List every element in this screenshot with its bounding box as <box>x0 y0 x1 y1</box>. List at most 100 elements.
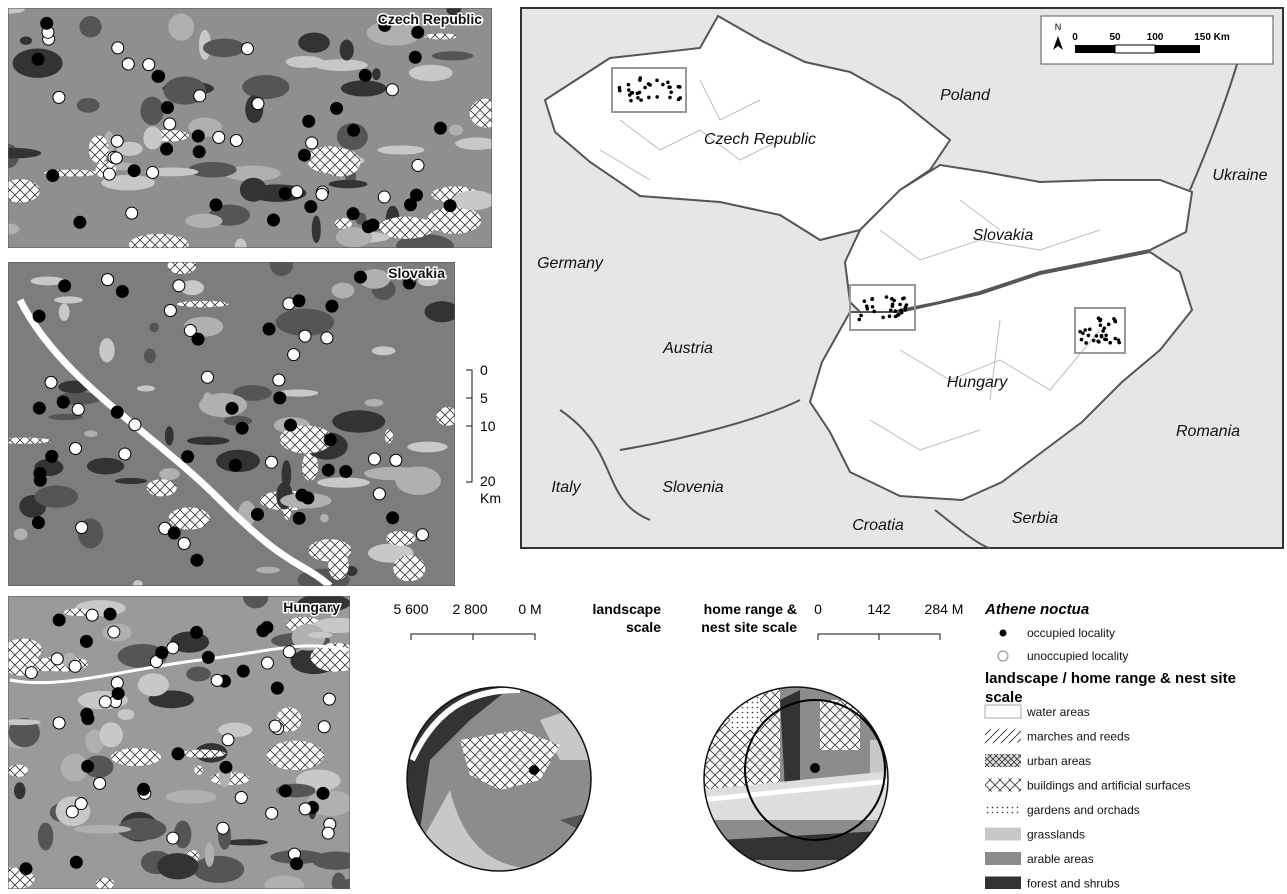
locality <box>161 143 173 155</box>
locality <box>70 856 82 868</box>
locality <box>373 488 385 500</box>
land-patch <box>2 719 41 725</box>
locality <box>359 69 371 81</box>
land-patch <box>235 239 247 255</box>
locality <box>241 43 253 55</box>
land-patch <box>453 190 495 210</box>
scale-title: scale <box>626 619 661 635</box>
land-patch <box>1 179 40 202</box>
legend-heading: scale <box>985 689 1023 706</box>
scale-tick: 142 <box>867 601 891 617</box>
scale-unit: Km <box>480 490 501 506</box>
land-patch <box>455 137 498 149</box>
locality-dot <box>1114 320 1118 324</box>
locality-dot <box>647 96 651 100</box>
land-patch <box>168 13 194 40</box>
locality <box>322 827 334 839</box>
land-patch <box>87 458 125 475</box>
land-patch <box>240 178 267 202</box>
locality-dot <box>666 80 670 84</box>
locality-dot <box>1097 340 1101 344</box>
land-patch <box>409 65 453 81</box>
locality <box>213 131 225 143</box>
locality <box>387 512 399 524</box>
locality <box>147 167 159 179</box>
locality-dot <box>628 93 632 97</box>
country-label: Ukraine <box>1212 167 1267 184</box>
land-patch <box>8 765 28 777</box>
locality-dot <box>898 303 902 307</box>
locality-dot <box>627 83 631 87</box>
land-patch <box>77 98 100 113</box>
legend-label: water areas <box>1026 705 1090 719</box>
land-patch <box>89 136 109 164</box>
locality-dot <box>892 299 896 303</box>
locality <box>279 785 291 797</box>
locality <box>291 858 303 870</box>
land-patch <box>137 385 155 391</box>
locality <box>32 53 44 65</box>
scale-title: home range & <box>704 601 797 617</box>
locality <box>51 653 63 665</box>
legend-label: marches and reeds <box>1027 730 1130 744</box>
locality <box>261 621 273 633</box>
land-patch <box>425 301 460 322</box>
locality <box>104 608 116 620</box>
locality <box>316 188 328 200</box>
locality-dot <box>894 309 898 313</box>
locality <box>112 42 124 54</box>
land-patch <box>332 410 385 432</box>
locality <box>354 271 366 283</box>
land-patch <box>341 80 387 96</box>
locality-dot <box>881 316 885 320</box>
locality <box>318 721 330 733</box>
locality <box>152 70 164 82</box>
locality <box>378 191 390 203</box>
locality <box>33 402 45 414</box>
locality-dot <box>1103 337 1107 341</box>
legend-swatch <box>985 779 1021 792</box>
locality <box>53 91 65 103</box>
locality <box>47 170 59 182</box>
locality <box>32 517 44 529</box>
legend-swatch <box>985 803 1021 816</box>
locality <box>210 199 222 211</box>
locality <box>111 135 123 147</box>
country-label: Italy <box>551 479 581 496</box>
land-patch <box>267 741 324 770</box>
locality-dot <box>655 79 659 83</box>
locality <box>235 792 247 804</box>
legend-label: arable areas <box>1027 852 1094 866</box>
locality <box>57 396 69 408</box>
locality <box>299 803 311 815</box>
country-label: Czech Republic <box>704 131 816 148</box>
locality-dot <box>655 95 659 99</box>
locality-dot <box>859 314 863 318</box>
locality-dot <box>636 96 640 100</box>
locality <box>167 642 179 654</box>
locality <box>230 134 242 146</box>
land-patch <box>393 555 425 581</box>
country-label: Serbia <box>1012 510 1058 527</box>
locality <box>412 159 424 171</box>
locality-dot <box>639 98 643 102</box>
locality-dot <box>872 310 876 314</box>
locality <box>279 187 291 199</box>
locality-dot <box>891 302 895 306</box>
locality <box>299 330 311 342</box>
locality-dot <box>905 303 909 307</box>
land-patch <box>165 426 174 445</box>
locality <box>110 152 122 164</box>
land-patch <box>129 234 189 255</box>
locality <box>172 748 184 760</box>
land-patch <box>432 51 474 60</box>
land-patch <box>298 33 330 53</box>
locality-dot <box>1113 337 1117 341</box>
legend-label: urban areas <box>1027 754 1091 768</box>
locality-dot <box>1104 334 1108 338</box>
locality-dot <box>1080 338 1084 342</box>
locality <box>273 374 285 386</box>
locality <box>33 310 45 322</box>
locality <box>59 280 71 292</box>
locality <box>34 467 46 479</box>
